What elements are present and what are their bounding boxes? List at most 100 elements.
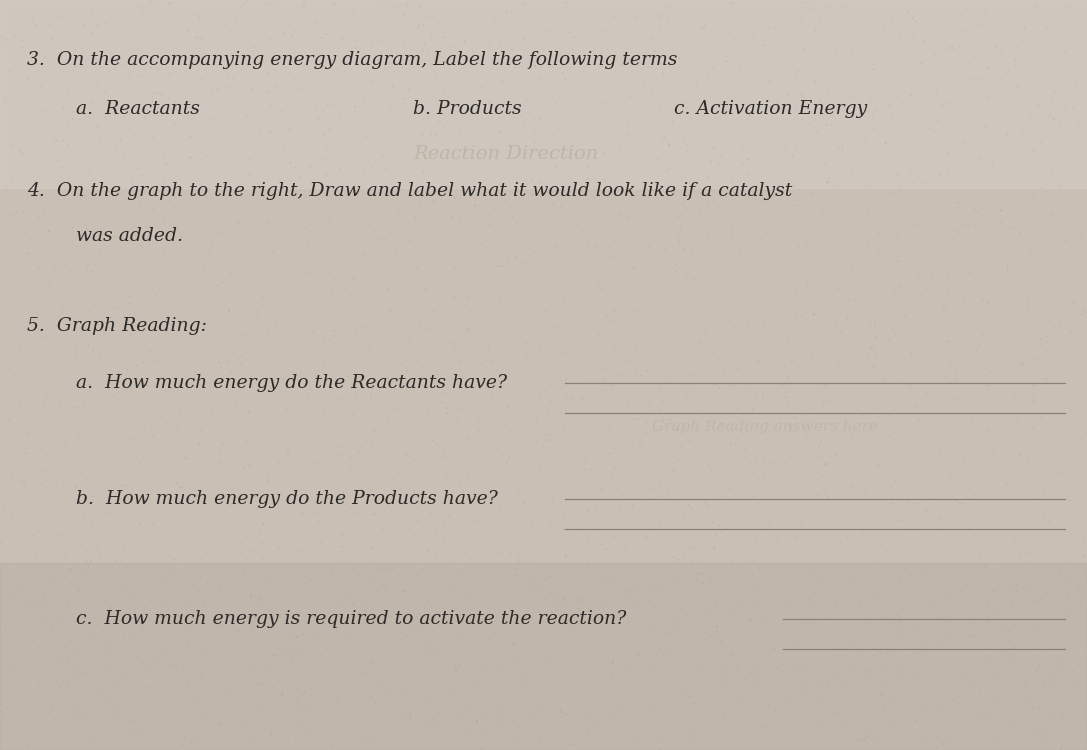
Point [126,213,143,225]
Point [526,247,544,259]
Point [243,173,261,185]
Point [360,265,377,277]
Point [665,180,683,192]
Point [222,254,239,266]
Point [998,56,1015,68]
Point [34,104,51,116]
Point [717,302,735,314]
Point [674,97,691,109]
Point [51,586,68,598]
Point [418,617,436,629]
Point [66,616,84,628]
Point [760,15,777,27]
Point [309,29,326,41]
Point [682,220,699,232]
Point [175,593,192,605]
Point [626,305,644,317]
Point [323,281,340,293]
Point [827,622,845,634]
Point [800,465,817,477]
Point [37,388,54,400]
Point [233,378,250,390]
Point [193,598,211,610]
Point [367,609,385,621]
Point [827,448,845,460]
Point [1064,658,1082,670]
Point [885,421,902,433]
Point [680,176,698,188]
Point [1004,221,1022,233]
Point [454,268,472,280]
Point [315,406,333,418]
Point [350,729,367,741]
Point [374,524,391,536]
Point [716,69,734,81]
Point [820,656,837,668]
Point [814,696,832,708]
Point [936,54,953,66]
Point [645,500,662,512]
Point [417,636,435,648]
Point [440,435,458,447]
Point [772,157,789,169]
Point [889,76,907,88]
Point [127,730,145,742]
Point [589,311,607,323]
Point [660,694,677,706]
Point [34,368,51,380]
Point [558,658,575,670]
Point [454,485,472,497]
Point [493,0,511,7]
Point [18,427,36,439]
Point [1014,417,1032,429]
Point [710,190,727,202]
Point [560,260,577,272]
Point [450,614,467,626]
Point [879,736,897,748]
Point [769,415,786,427]
Point [324,740,341,750]
Point [125,374,142,386]
Point [401,359,418,371]
Point [808,448,825,460]
Point [136,50,153,62]
Point [1046,113,1063,125]
Point [560,598,577,610]
Point [313,32,330,44]
Point [389,291,407,303]
Point [1036,727,1053,739]
Point [46,136,63,148]
Point [938,607,955,619]
Point [453,560,471,572]
Point [1019,380,1036,392]
Point [267,316,285,328]
Point [523,554,540,566]
Point [786,274,803,286]
Point [2,38,20,50]
Point [240,405,258,417]
Point [407,595,424,607]
Point [54,410,72,422]
Point [342,290,360,302]
Point [535,582,552,594]
Point [382,236,399,248]
Point [426,637,443,649]
Point [796,44,813,55]
Point [947,618,964,630]
Point [576,464,594,476]
Point [610,468,627,480]
Point [134,619,151,631]
Point [713,699,730,711]
Point [72,497,89,509]
Point [491,501,509,513]
Point [911,269,928,281]
Point [536,435,553,447]
Point [571,523,588,535]
Point [916,436,934,448]
Point [789,419,807,431]
Point [971,338,988,350]
Point [879,579,897,591]
Point [242,591,260,603]
Point [54,479,72,491]
Point [871,228,888,240]
